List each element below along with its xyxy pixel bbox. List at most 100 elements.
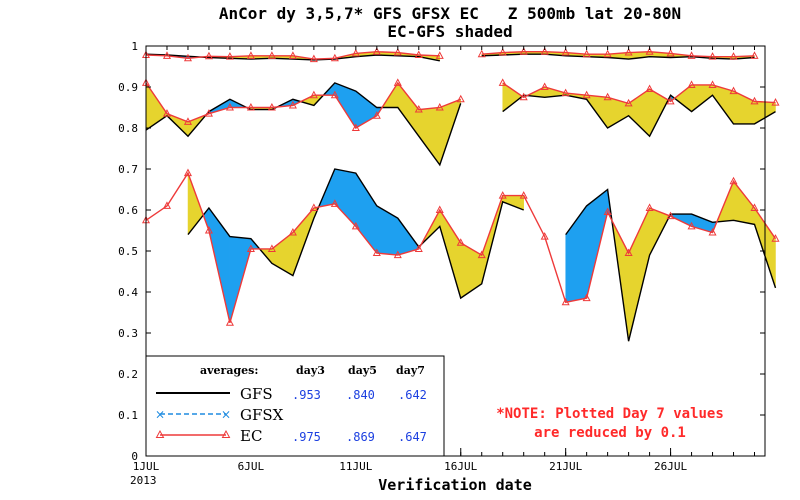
ec-day5-marker <box>414 104 423 113</box>
x-tick-label: 26JUL <box>654 460 687 473</box>
legend-gfsx-line: × × <box>155 408 231 422</box>
ec-day5-marker <box>225 102 234 111</box>
ec-day7-marker <box>708 227 717 236</box>
y-tick-label: 0 <box>131 450 138 463</box>
legend-col-day7: day7 <box>396 364 425 377</box>
ec-day3-marker <box>708 52 717 60</box>
ec-day3-marker <box>561 47 570 56</box>
legend-col-day3: day3 <box>296 364 325 377</box>
ec-day7-marker <box>162 201 172 209</box>
ec-day3-marker <box>645 47 654 55</box>
ec-day7-marker <box>582 293 591 302</box>
legend-ec-day3: .975 <box>292 430 321 444</box>
ec-day7-marker <box>246 244 255 252</box>
gfs-day3-line <box>145 53 440 62</box>
ec-day7-marker <box>183 168 192 177</box>
ec-day3-marker <box>624 47 633 56</box>
ec-day7-marker <box>351 221 360 230</box>
ec-day5-marker <box>372 111 381 119</box>
ec-day7-marker <box>750 203 759 211</box>
legend-box <box>145 355 445 457</box>
ec-day5-marker <box>204 109 213 117</box>
gfs-day7-line <box>565 188 777 342</box>
ec-day3-marker <box>330 53 339 62</box>
y-tick-label: 0.7 <box>118 163 138 176</box>
ec-day7-marker <box>645 203 654 211</box>
ec-day7-marker <box>456 238 465 246</box>
ec-day3-marker <box>687 51 696 59</box>
ec-day7-marker <box>225 318 234 326</box>
legend-ec-day5: .869 <box>346 430 375 444</box>
y-tick-label: 0.2 <box>118 368 138 381</box>
ec-day5-marker <box>666 96 675 105</box>
ec-day5-marker <box>519 92 528 101</box>
legend-ec-marker-left <box>155 429 165 438</box>
ec-day7-marker <box>687 221 696 230</box>
ec-day5-marker <box>771 98 780 106</box>
ec-day7-marker <box>666 211 675 220</box>
legend-gfs-day5: .840 <box>346 388 375 402</box>
chart-subtitle: EC-GFS shaded <box>387 22 512 41</box>
ec-day3-marker <box>225 52 234 60</box>
line-layer <box>141 47 780 342</box>
ec-day3-marker <box>603 49 612 58</box>
ec-day5-marker <box>729 86 738 95</box>
x-tick-label: 6JUL <box>238 460 265 473</box>
ec-day7-line <box>145 171 777 323</box>
y-tick-label: 1 <box>131 40 138 53</box>
ec-day3-marker <box>267 51 276 59</box>
ec-day3-marker <box>246 51 255 59</box>
gfs-day7-line <box>187 168 524 300</box>
y-tick-label: 0.8 <box>118 122 138 135</box>
ec-day3-marker <box>393 47 402 56</box>
ec-day7-marker <box>309 203 318 211</box>
ec-day3-line <box>481 50 755 58</box>
ec-day5-marker <box>246 102 255 111</box>
ec-day3-marker <box>351 48 360 57</box>
ec-day5-marker <box>162 109 172 117</box>
ec-day3-marker <box>729 52 738 60</box>
ec-day7-marker <box>519 191 528 199</box>
ec-day3-marker <box>582 49 591 58</box>
plot-frame <box>145 45 766 457</box>
legend-gfs-day7: .642 <box>398 388 427 402</box>
y-tick-label: 0.6 <box>118 204 138 217</box>
ec-day7-marker <box>729 176 738 185</box>
ec-day5-marker <box>435 102 444 111</box>
ec-day7-marker <box>393 250 402 259</box>
ec-day7-marker <box>561 297 570 306</box>
gfs-day5-line <box>502 94 776 138</box>
legend-gfsx-marker-left: × <box>155 408 165 422</box>
ec-day3-marker <box>519 47 528 55</box>
ec-day3-marker <box>666 48 675 57</box>
ec-day7-marker <box>372 248 381 257</box>
ec-day3-marker <box>750 51 759 59</box>
ec-day7-marker <box>624 248 633 257</box>
ec-day5-marker <box>267 102 276 111</box>
ec-day7-marker <box>204 225 213 234</box>
ec-day3-marker <box>414 50 423 59</box>
y-tick-label: 0.5 <box>118 245 138 258</box>
ec-day7-marker <box>603 207 612 216</box>
ec-day5-marker <box>561 88 570 97</box>
ec-day3-marker <box>477 49 486 58</box>
ec-day5-marker <box>309 90 318 99</box>
ec-day5-marker <box>330 90 339 99</box>
gfs-day5-line <box>145 82 462 167</box>
legend-gfs-label: GFS <box>240 385 273 403</box>
ec-day5-marker <box>498 78 507 86</box>
y-tick-label: 0.9 <box>118 81 138 94</box>
ec-day3-marker <box>309 54 318 63</box>
y-tick-label: 0.3 <box>118 327 138 340</box>
ec-day3-marker <box>162 51 172 59</box>
ec-day5-marker <box>624 98 633 107</box>
ec-day7-marker <box>498 191 507 199</box>
ec-day5-marker <box>750 96 759 105</box>
y-tick-label: 0.1 <box>118 409 138 422</box>
ec-day7-marker <box>435 205 444 213</box>
ec-day5-marker <box>540 82 549 90</box>
ec-day7-marker <box>477 250 486 259</box>
ec-day3-marker <box>183 53 192 62</box>
ec-day3-line <box>145 50 440 60</box>
